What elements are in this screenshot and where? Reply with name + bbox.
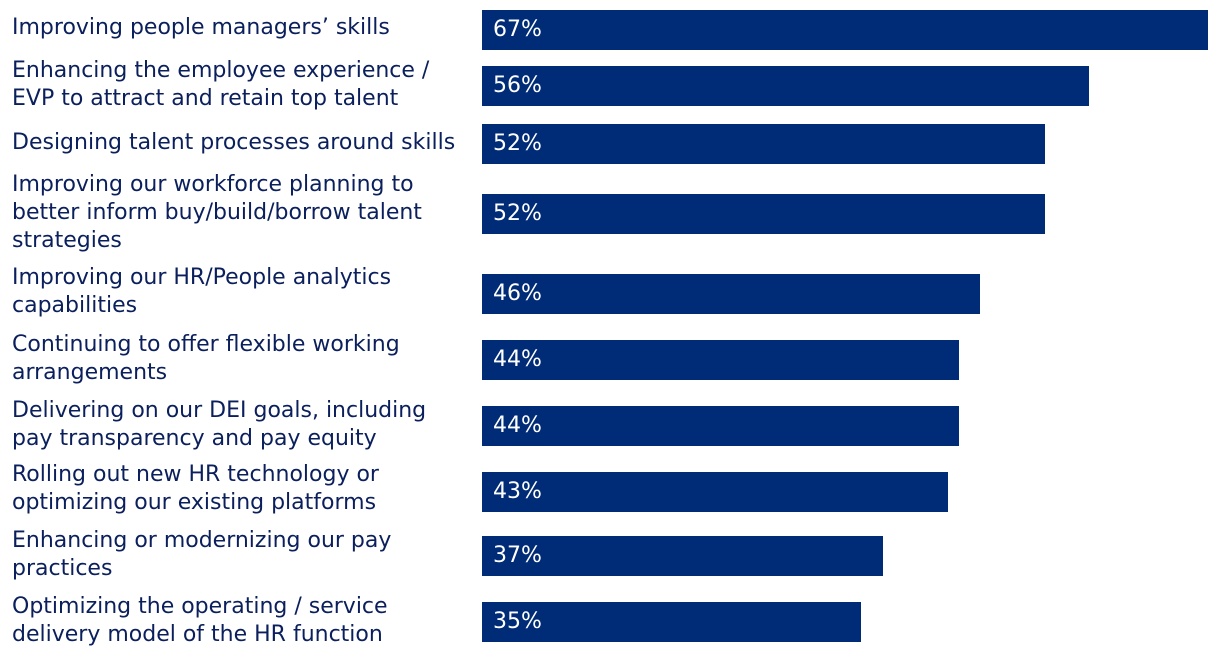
category-label: Enhancing or modernizing our pay practic… (12, 528, 392, 581)
bar: 43% (482, 472, 948, 512)
bar-value-label: 44% (493, 413, 542, 438)
category-label: Enhancing the employee experience / EVP … (12, 58, 430, 111)
bar-value-label: 44% (493, 347, 542, 372)
bar-value-label: 52% (493, 201, 542, 226)
category-label: Optimizing the operating / service deliv… (12, 594, 388, 647)
bar: 44% (482, 340, 959, 380)
bar: 52% (482, 124, 1045, 164)
bar-value-label: 43% (493, 479, 542, 504)
bar: 56% (482, 66, 1089, 106)
bar: 46% (482, 274, 980, 314)
category-label: Designing talent processes around skills (12, 130, 456, 155)
category-label: Continuing to offer flexible working arr… (12, 332, 400, 385)
bar-value-label: 52% (493, 131, 542, 156)
bar: 37% (482, 536, 883, 576)
bar: 44% (482, 406, 959, 446)
category-label: Improving our HR/People analytics capabi… (12, 265, 392, 318)
category-label: Improving people managers’ skills (12, 15, 390, 40)
bar-value-label: 37% (493, 543, 542, 568)
category-label: Rolling out new HR technology or optimiz… (12, 462, 379, 515)
bar: 35% (482, 602, 861, 642)
bar-value-label: 67% (493, 17, 542, 42)
bar: 52% (482, 194, 1045, 234)
category-label: Improving our workforce planning to bett… (12, 172, 422, 253)
bar-value-label: 56% (493, 73, 542, 98)
bar: 67% (482, 10, 1208, 50)
bar-value-label: 35% (493, 609, 542, 634)
bar-value-label: 46% (493, 281, 542, 306)
category-label: Delivering on our DEI goals, including p… (12, 398, 427, 451)
